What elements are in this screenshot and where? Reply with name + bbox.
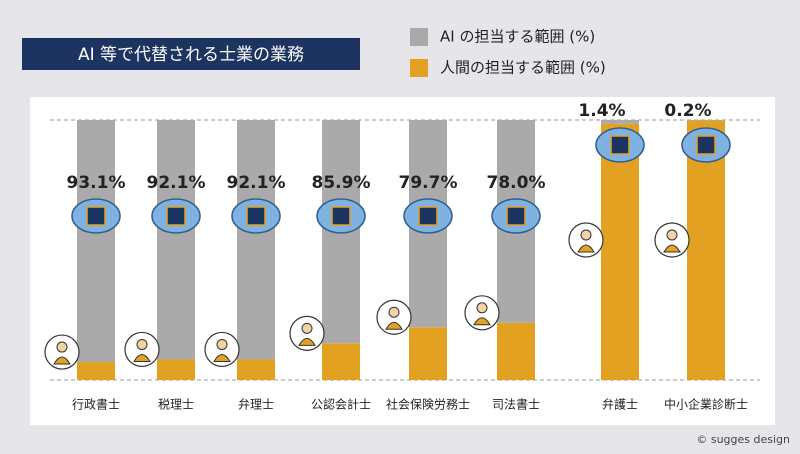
value-label: 85.9%: [312, 173, 371, 193]
x-tick-label: 社会保険労務士: [386, 397, 470, 412]
person-body: [298, 337, 316, 346]
bar-segment: [77, 120, 115, 363]
value-label: 0.2%: [664, 101, 711, 121]
person-body: [577, 244, 595, 253]
person-head: [56, 341, 68, 353]
x-tick-label: 行政書士: [72, 398, 120, 412]
bar-segment: [237, 359, 275, 380]
legend-label: 人間の担当する範囲 (%): [440, 59, 606, 77]
bar-segment: [601, 123, 639, 380]
chip-icon: [610, 135, 630, 155]
chip-icon: [506, 206, 526, 226]
value-label: 92.1%: [147, 173, 206, 193]
person-body: [213, 353, 231, 362]
chip-icon: [418, 206, 438, 226]
person-head: [580, 229, 592, 241]
person-body: [663, 244, 681, 253]
bar-segment: [601, 120, 639, 124]
x-tick-label: 弁護士: [602, 397, 638, 412]
person-body: [385, 321, 403, 330]
x-tick-label: 中小企業診断士: [664, 397, 748, 412]
bar-segment: [77, 362, 115, 380]
panel: [30, 97, 775, 425]
person-head: [388, 306, 400, 318]
chip-icon: [166, 206, 186, 226]
bar-segment: [237, 120, 275, 360]
legend-swatch: [410, 28, 428, 46]
person-head: [216, 338, 228, 350]
bar-segment: [157, 359, 195, 380]
person-body: [53, 356, 71, 365]
person-head: [476, 302, 488, 314]
person-head: [666, 229, 678, 241]
value-label: 79.7%: [399, 173, 458, 193]
person-body: [473, 317, 491, 326]
x-tick-label: 司法書士: [492, 398, 540, 412]
value-label: 1.4%: [578, 101, 625, 121]
value-label: 78.0%: [487, 173, 546, 193]
bar-segment: [322, 343, 360, 380]
x-tick-label: 公認会計士: [311, 397, 371, 412]
x-tick-label: 税理士: [158, 398, 194, 412]
x-tick-label: 弁理士: [238, 397, 274, 412]
chip-icon: [696, 135, 716, 155]
legend-label: AI の担当する範囲 (%): [440, 28, 595, 46]
bar-segment: [157, 120, 195, 360]
bar-segment: [409, 327, 447, 380]
value-label: 93.1%: [67, 173, 126, 193]
person-head: [136, 338, 148, 350]
value-label: 92.1%: [227, 173, 286, 193]
bar-segment: [497, 322, 535, 380]
person-head: [301, 322, 313, 334]
chip-icon: [246, 206, 266, 226]
bar-segment: [687, 120, 725, 381]
legend-swatch: [410, 59, 428, 77]
chip-icon: [331, 206, 351, 226]
person-body: [133, 353, 151, 362]
footer: © sugges design: [696, 433, 790, 446]
chip-icon: [86, 206, 106, 226]
chart-title: AI 等で代替される士業の業務: [78, 45, 304, 65]
bar-segment: [687, 120, 725, 121]
title-box: [22, 38, 360, 70]
